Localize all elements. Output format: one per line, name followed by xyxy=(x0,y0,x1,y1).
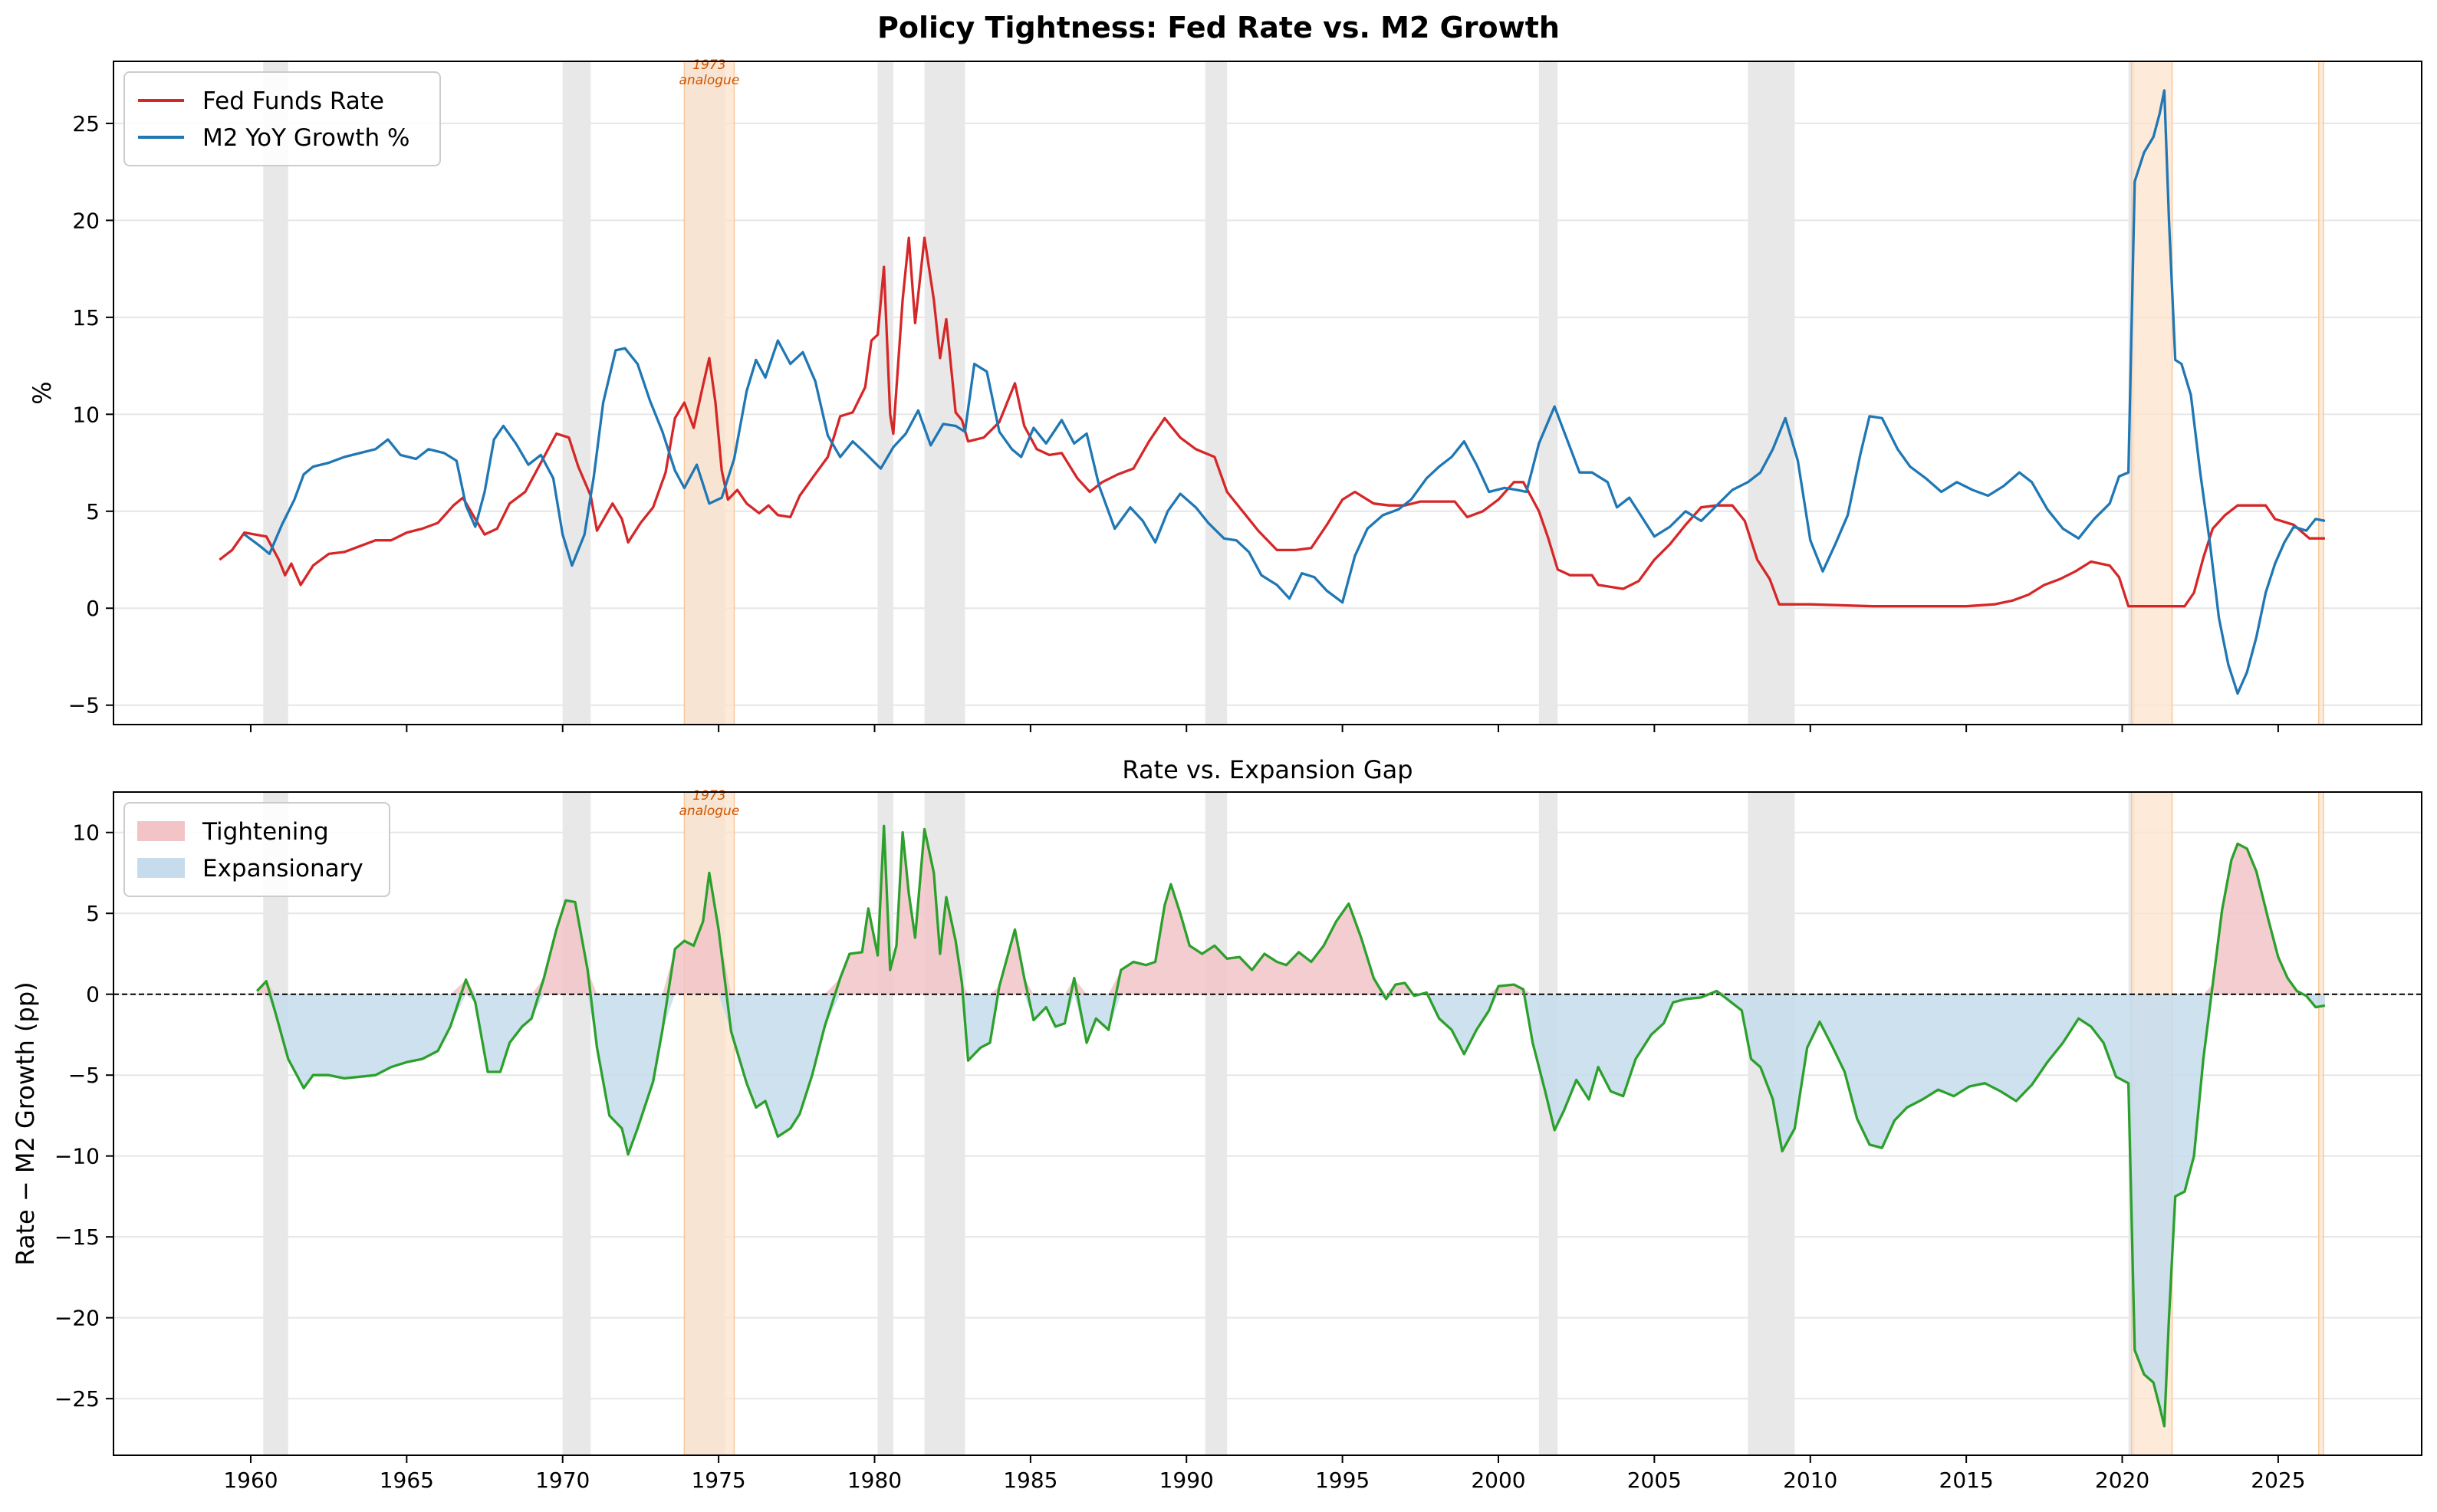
legend-box xyxy=(123,802,390,897)
x-tick-label: 2000 xyxy=(1471,1468,1525,1493)
recession-band xyxy=(877,61,893,725)
legend-box xyxy=(123,71,441,166)
x-tick-label: 1970 xyxy=(535,1468,590,1493)
y-tick-label: 10 xyxy=(72,402,100,427)
analogue-band xyxy=(683,61,735,725)
analogue-band xyxy=(2318,61,2324,725)
annotation-line: analogue xyxy=(679,804,740,819)
series-line-0 xyxy=(219,236,2325,608)
x-tick-label: 1990 xyxy=(1159,1468,1214,1493)
legend-label: Tightening xyxy=(202,818,329,846)
x-tick-label: 1960 xyxy=(223,1468,278,1493)
y-tick-label: −15 xyxy=(54,1224,100,1250)
x-tick-label: 2020 xyxy=(2095,1468,2149,1493)
y-tick-label: −20 xyxy=(54,1306,100,1331)
y-tick-label: 25 xyxy=(72,111,100,136)
y-tick-label: 20 xyxy=(72,208,100,233)
x-tick-label: 2010 xyxy=(1783,1468,1837,1493)
recession-band xyxy=(562,61,591,725)
recession-band xyxy=(263,61,288,725)
axes-frame xyxy=(113,791,2422,1456)
recession-band xyxy=(1748,61,1795,725)
legend: Tightening Expansionary xyxy=(123,802,390,897)
x-tick-label: 1980 xyxy=(847,1468,902,1493)
y-tick-label: 0 xyxy=(86,982,100,1007)
x-tick-label: 1975 xyxy=(691,1468,745,1493)
x-tick-label: 1965 xyxy=(380,1468,434,1493)
panel-title: Rate vs. Expansion Gap xyxy=(1122,755,1413,784)
y-axis-label: Rate − M2 Growth (pp) xyxy=(11,981,40,1265)
y-tick-label: 10 xyxy=(72,820,100,846)
y-tick-label: 0 xyxy=(86,596,100,621)
y-tick-label: −5 xyxy=(68,1063,100,1088)
series-line-0 xyxy=(255,824,2326,1428)
annotation-line: analogue xyxy=(679,73,740,88)
x-tick-label: 1985 xyxy=(1003,1468,1057,1493)
annotation-line: 1973 xyxy=(692,58,725,73)
y-tick-label: −10 xyxy=(54,1144,100,1169)
recession-band xyxy=(1538,61,1558,725)
y-tick-label: 5 xyxy=(86,901,100,926)
legend: Fed Funds Rate M2 YoY Growth % xyxy=(123,71,441,166)
legend-label: Fed Funds Rate xyxy=(202,87,384,115)
legend-label: Expansionary xyxy=(202,855,363,883)
y-axis-label: % xyxy=(28,381,57,404)
axes-frame xyxy=(113,61,2422,725)
y-tick-label: −5 xyxy=(68,693,100,718)
recession-band xyxy=(924,61,965,725)
x-tick-label: 2005 xyxy=(1627,1468,1682,1493)
x-tick-label: 2015 xyxy=(1939,1468,1994,1493)
recession-band xyxy=(1205,61,1228,725)
x-tick-label: 1995 xyxy=(1315,1468,1370,1493)
recession-band xyxy=(263,792,288,1455)
y-tick-label: 15 xyxy=(72,305,100,330)
y-tick-label: −25 xyxy=(54,1386,100,1412)
y-tick-label: 5 xyxy=(86,499,100,524)
legend-label: M2 YoY Growth % xyxy=(202,124,409,152)
series-line-1 xyxy=(243,89,2326,695)
x-tick-label: 2025 xyxy=(2251,1468,2305,1493)
recession-band xyxy=(562,792,591,1455)
legend-swatch xyxy=(137,821,185,841)
analogue-band xyxy=(2318,791,2324,1456)
annotation-line: 1973 xyxy=(692,788,725,804)
figure-title: Policy Tightness: Fed Rate vs. M2 Growth xyxy=(877,11,1560,44)
legend-swatch xyxy=(137,858,185,878)
expansionary-fill xyxy=(257,994,2325,1427)
recession-band xyxy=(1205,792,1228,1455)
